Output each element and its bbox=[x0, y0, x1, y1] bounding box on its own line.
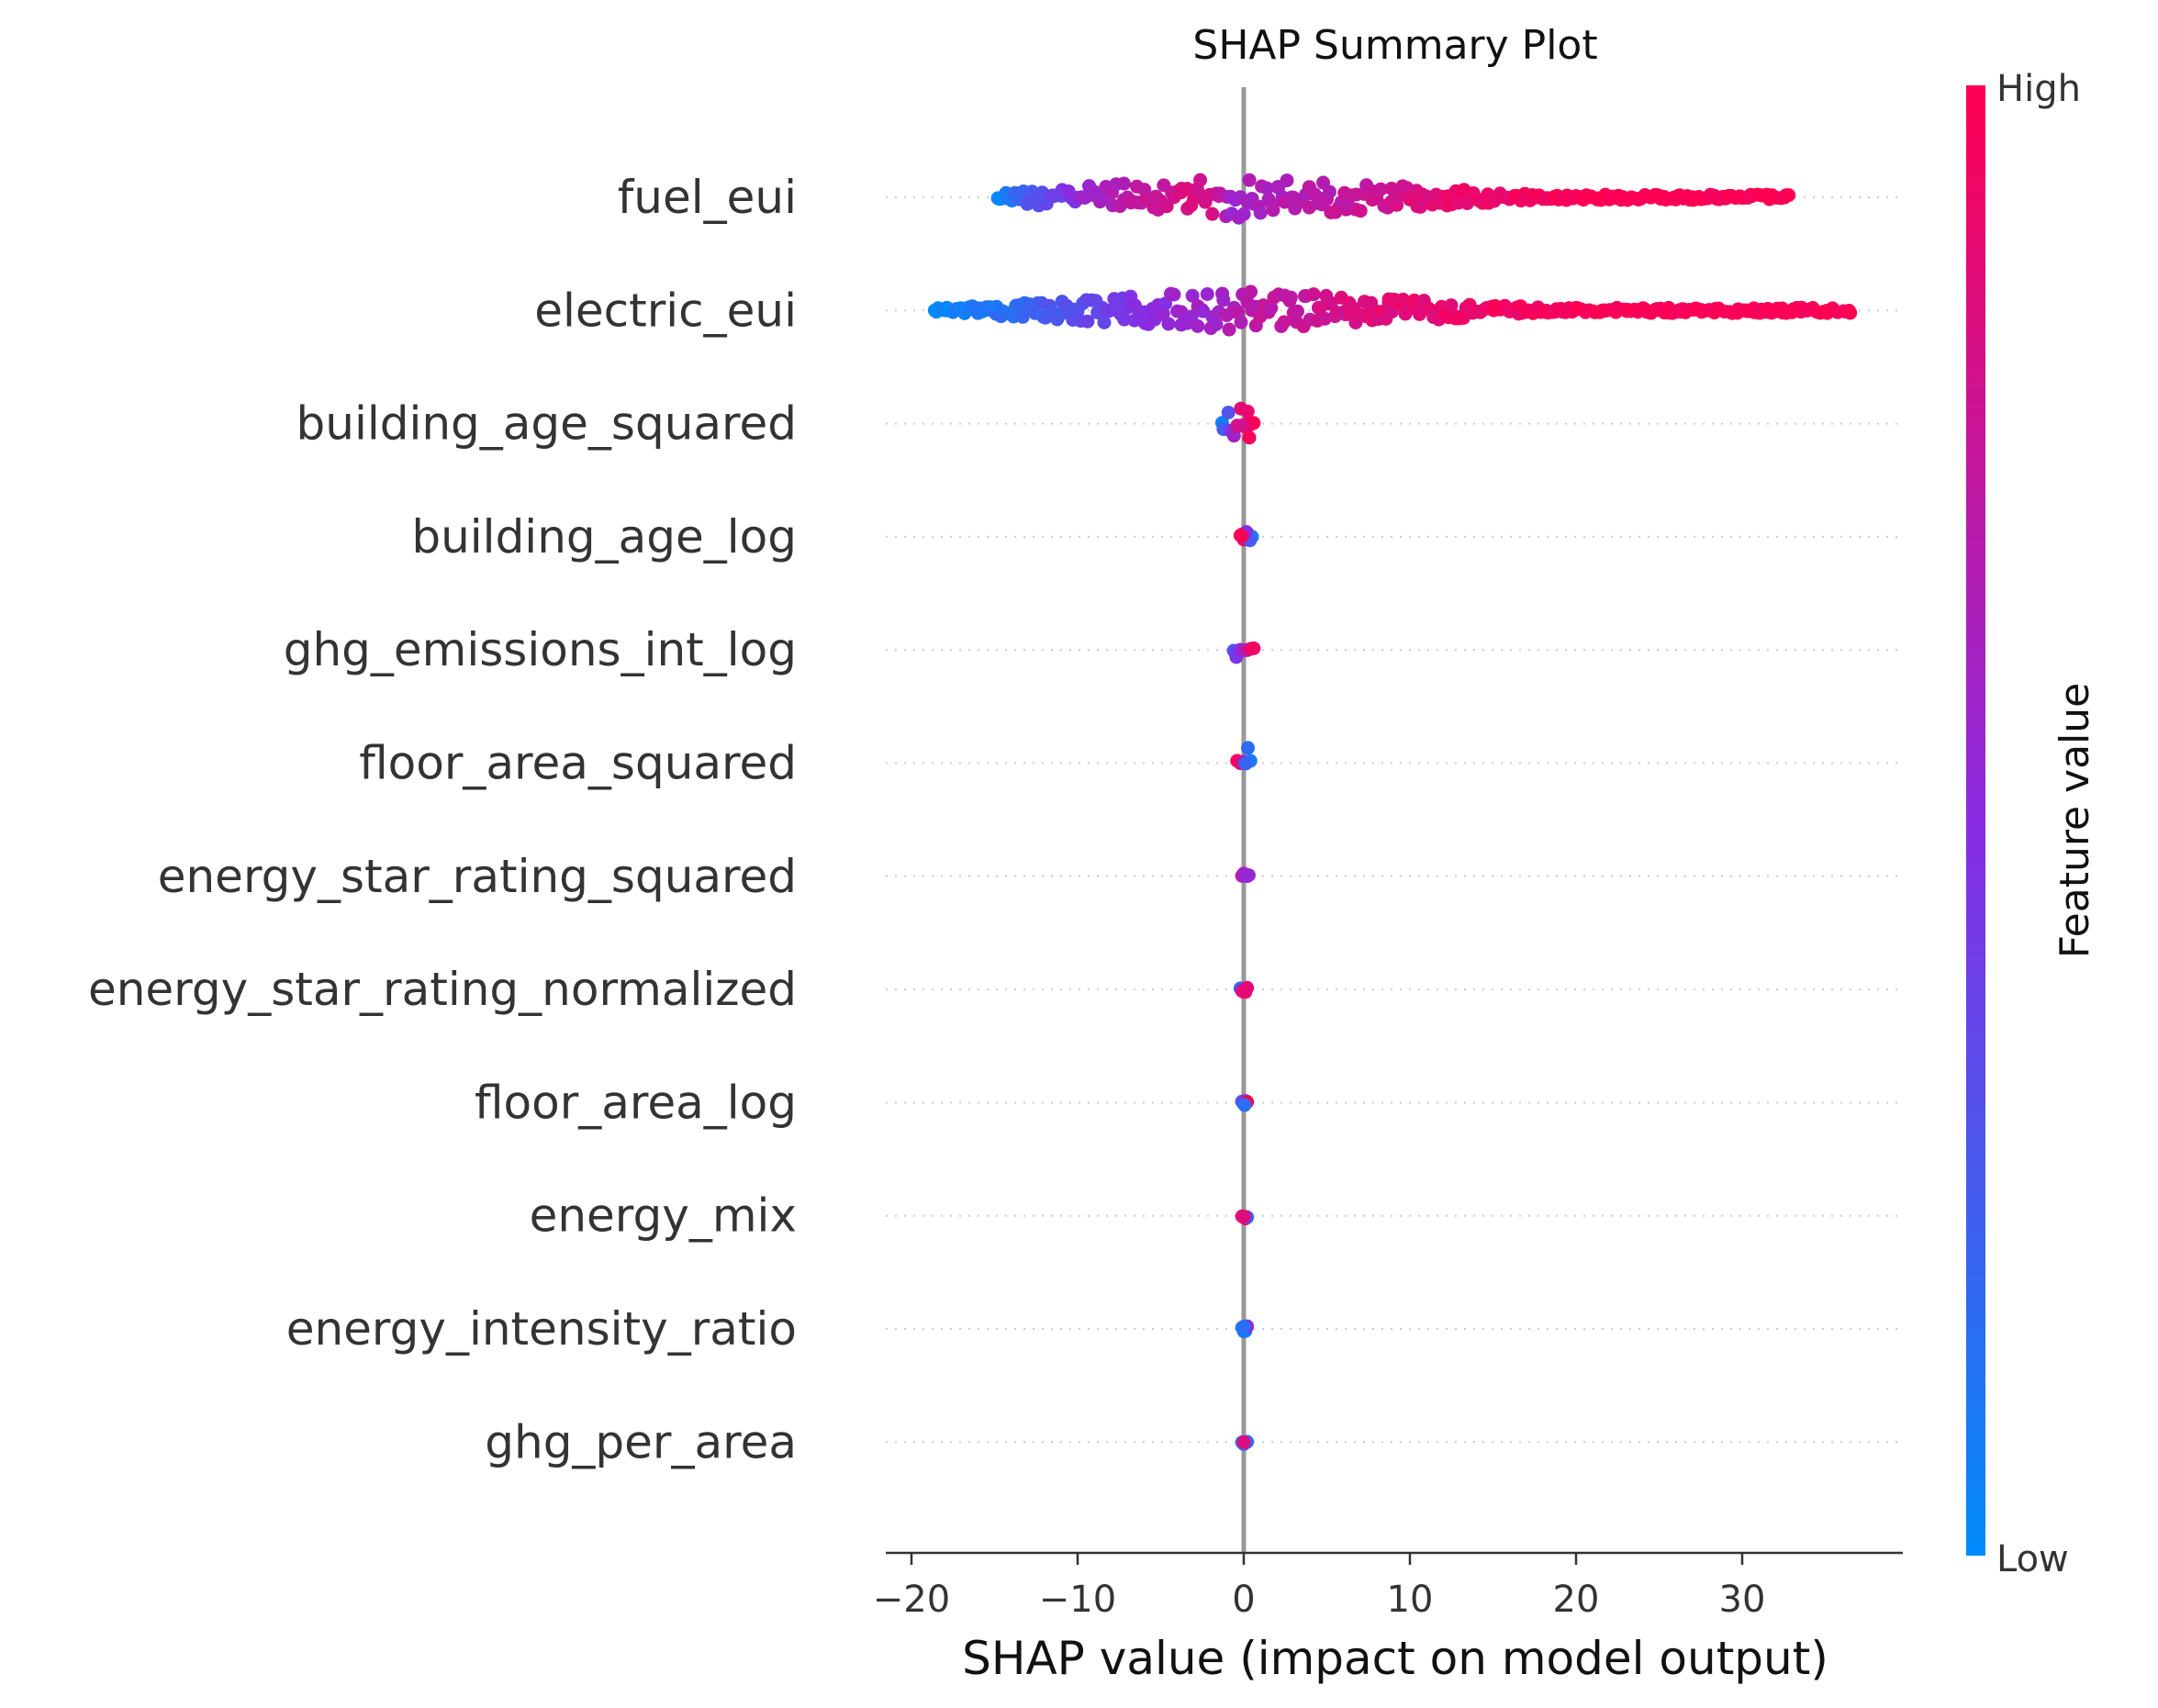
feature-label: electric_eui bbox=[534, 284, 797, 337]
shap-point bbox=[1240, 980, 1255, 995]
shap-point bbox=[1236, 1209, 1251, 1223]
shap-point bbox=[1117, 312, 1132, 327]
x-tick-label: −10 bbox=[1039, 1579, 1116, 1621]
shap-point bbox=[1097, 315, 1112, 329]
shap-point bbox=[1242, 430, 1257, 445]
shap-point bbox=[1191, 318, 1205, 333]
colorbar-title: Feature value bbox=[2052, 683, 2098, 958]
shap-point bbox=[1221, 405, 1236, 419]
shap-point bbox=[1180, 182, 1194, 196]
shap-point bbox=[1444, 298, 1459, 313]
feature-label: energy_mix bbox=[530, 1189, 797, 1243]
shap-point bbox=[1080, 314, 1095, 329]
feature-label: floor_area_squared bbox=[359, 737, 797, 790]
x-tick-label: −20 bbox=[873, 1579, 950, 1621]
shap-point bbox=[1237, 1098, 1252, 1112]
feature-label: ghg_emissions_int_log bbox=[284, 623, 797, 676]
shap-point bbox=[1259, 181, 1274, 195]
shap-point bbox=[1209, 317, 1224, 331]
feature-label: building_age_squared bbox=[296, 397, 797, 451]
shap-point bbox=[1306, 287, 1321, 302]
shap-point bbox=[1236, 1320, 1251, 1334]
shap-point bbox=[1283, 290, 1298, 305]
shap-point bbox=[1240, 404, 1255, 419]
shap-point bbox=[1161, 317, 1176, 331]
feature-label: ghg_per_area bbox=[485, 1415, 797, 1468]
shap-point bbox=[1222, 322, 1236, 337]
shap-point bbox=[1233, 528, 1247, 542]
feature-label: energy_intensity_ratio bbox=[286, 1302, 797, 1356]
data-points bbox=[927, 173, 1858, 1451]
shap-point bbox=[1200, 286, 1214, 301]
shap-point bbox=[1167, 287, 1181, 302]
shap-point bbox=[1413, 199, 1427, 214]
shap-point bbox=[1241, 868, 1256, 883]
shap-point bbox=[1280, 173, 1294, 188]
feature-label: building_age_log bbox=[411, 510, 797, 564]
x-ticks: −20 −10 0 10 20 30 bbox=[873, 1553, 1766, 1621]
shap-point bbox=[1266, 203, 1280, 218]
x-tick-label: 20 bbox=[1553, 1579, 1600, 1621]
shap-point bbox=[1193, 173, 1208, 187]
colorbar-high-label: High bbox=[1996, 68, 2081, 110]
shap-point bbox=[1233, 419, 1247, 433]
x-tick-label: 10 bbox=[1387, 1579, 1434, 1621]
feature-label: floor_area_log bbox=[475, 1076, 797, 1129]
shap-point bbox=[1236, 207, 1251, 221]
shap-point bbox=[1216, 293, 1231, 307]
shap-point bbox=[1242, 173, 1257, 187]
shap-point bbox=[1185, 288, 1200, 303]
row-guides bbox=[886, 196, 1903, 1444]
shap-point bbox=[1240, 741, 1255, 755]
feature-label: energy_star_rating_normalized bbox=[88, 963, 797, 1016]
shap-point bbox=[1290, 304, 1304, 318]
shap-point bbox=[1277, 315, 1291, 329]
feature-label: fuel_eui bbox=[618, 171, 797, 224]
feature-labels: fuel_eui electric_eui building_age_squared… bbox=[88, 171, 797, 1468]
x-tick-label: 0 bbox=[1232, 1579, 1255, 1621]
shap-point bbox=[1244, 285, 1258, 299]
shap-point bbox=[1238, 756, 1253, 771]
x-tick-label: 30 bbox=[1719, 1579, 1766, 1621]
shap-point bbox=[1353, 204, 1368, 218]
x-axis-label: SHAP value (impact on model output) bbox=[962, 1632, 1828, 1685]
shap-point bbox=[1373, 182, 1388, 196]
shap-point bbox=[1234, 315, 1248, 329]
shap-point bbox=[1253, 206, 1268, 220]
shap-point bbox=[1264, 301, 1279, 316]
colorbar-low-label: Low bbox=[1996, 1538, 2069, 1580]
shap-point bbox=[1782, 188, 1796, 203]
shap-point bbox=[1205, 207, 1220, 221]
chart-title: SHAP Summary Plot bbox=[1192, 22, 1597, 69]
shap-point bbox=[1117, 176, 1132, 191]
colorbar bbox=[1966, 85, 1985, 1556]
shap-point bbox=[1843, 306, 1858, 320]
shap-point bbox=[1322, 184, 1336, 199]
feature-label: energy_star_rating_squared bbox=[158, 850, 797, 903]
shap-point bbox=[1236, 1434, 1251, 1449]
shap-point bbox=[1247, 641, 1261, 655]
